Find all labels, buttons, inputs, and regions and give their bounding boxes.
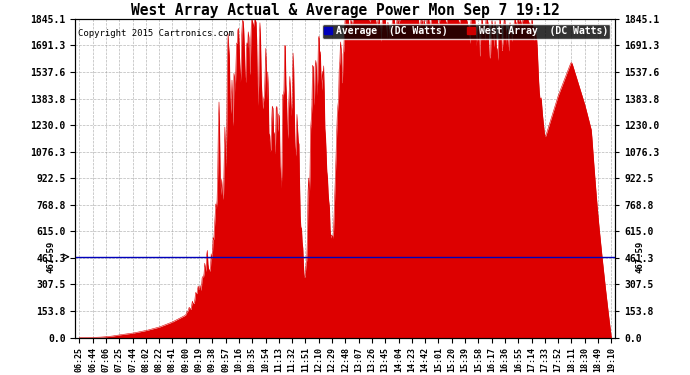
Text: Copyright 2015 Cartronics.com: Copyright 2015 Cartronics.com xyxy=(78,28,234,38)
Title: West Array Actual & Average Power Mon Sep 7 19:12: West Array Actual & Average Power Mon Se… xyxy=(131,3,560,18)
Legend: Average  (DC Watts), West Array  (DC Watts): Average (DC Watts), West Array (DC Watts… xyxy=(322,24,611,39)
Text: 467.59: 467.59 xyxy=(46,241,56,273)
Text: 467.59: 467.59 xyxy=(635,241,644,273)
